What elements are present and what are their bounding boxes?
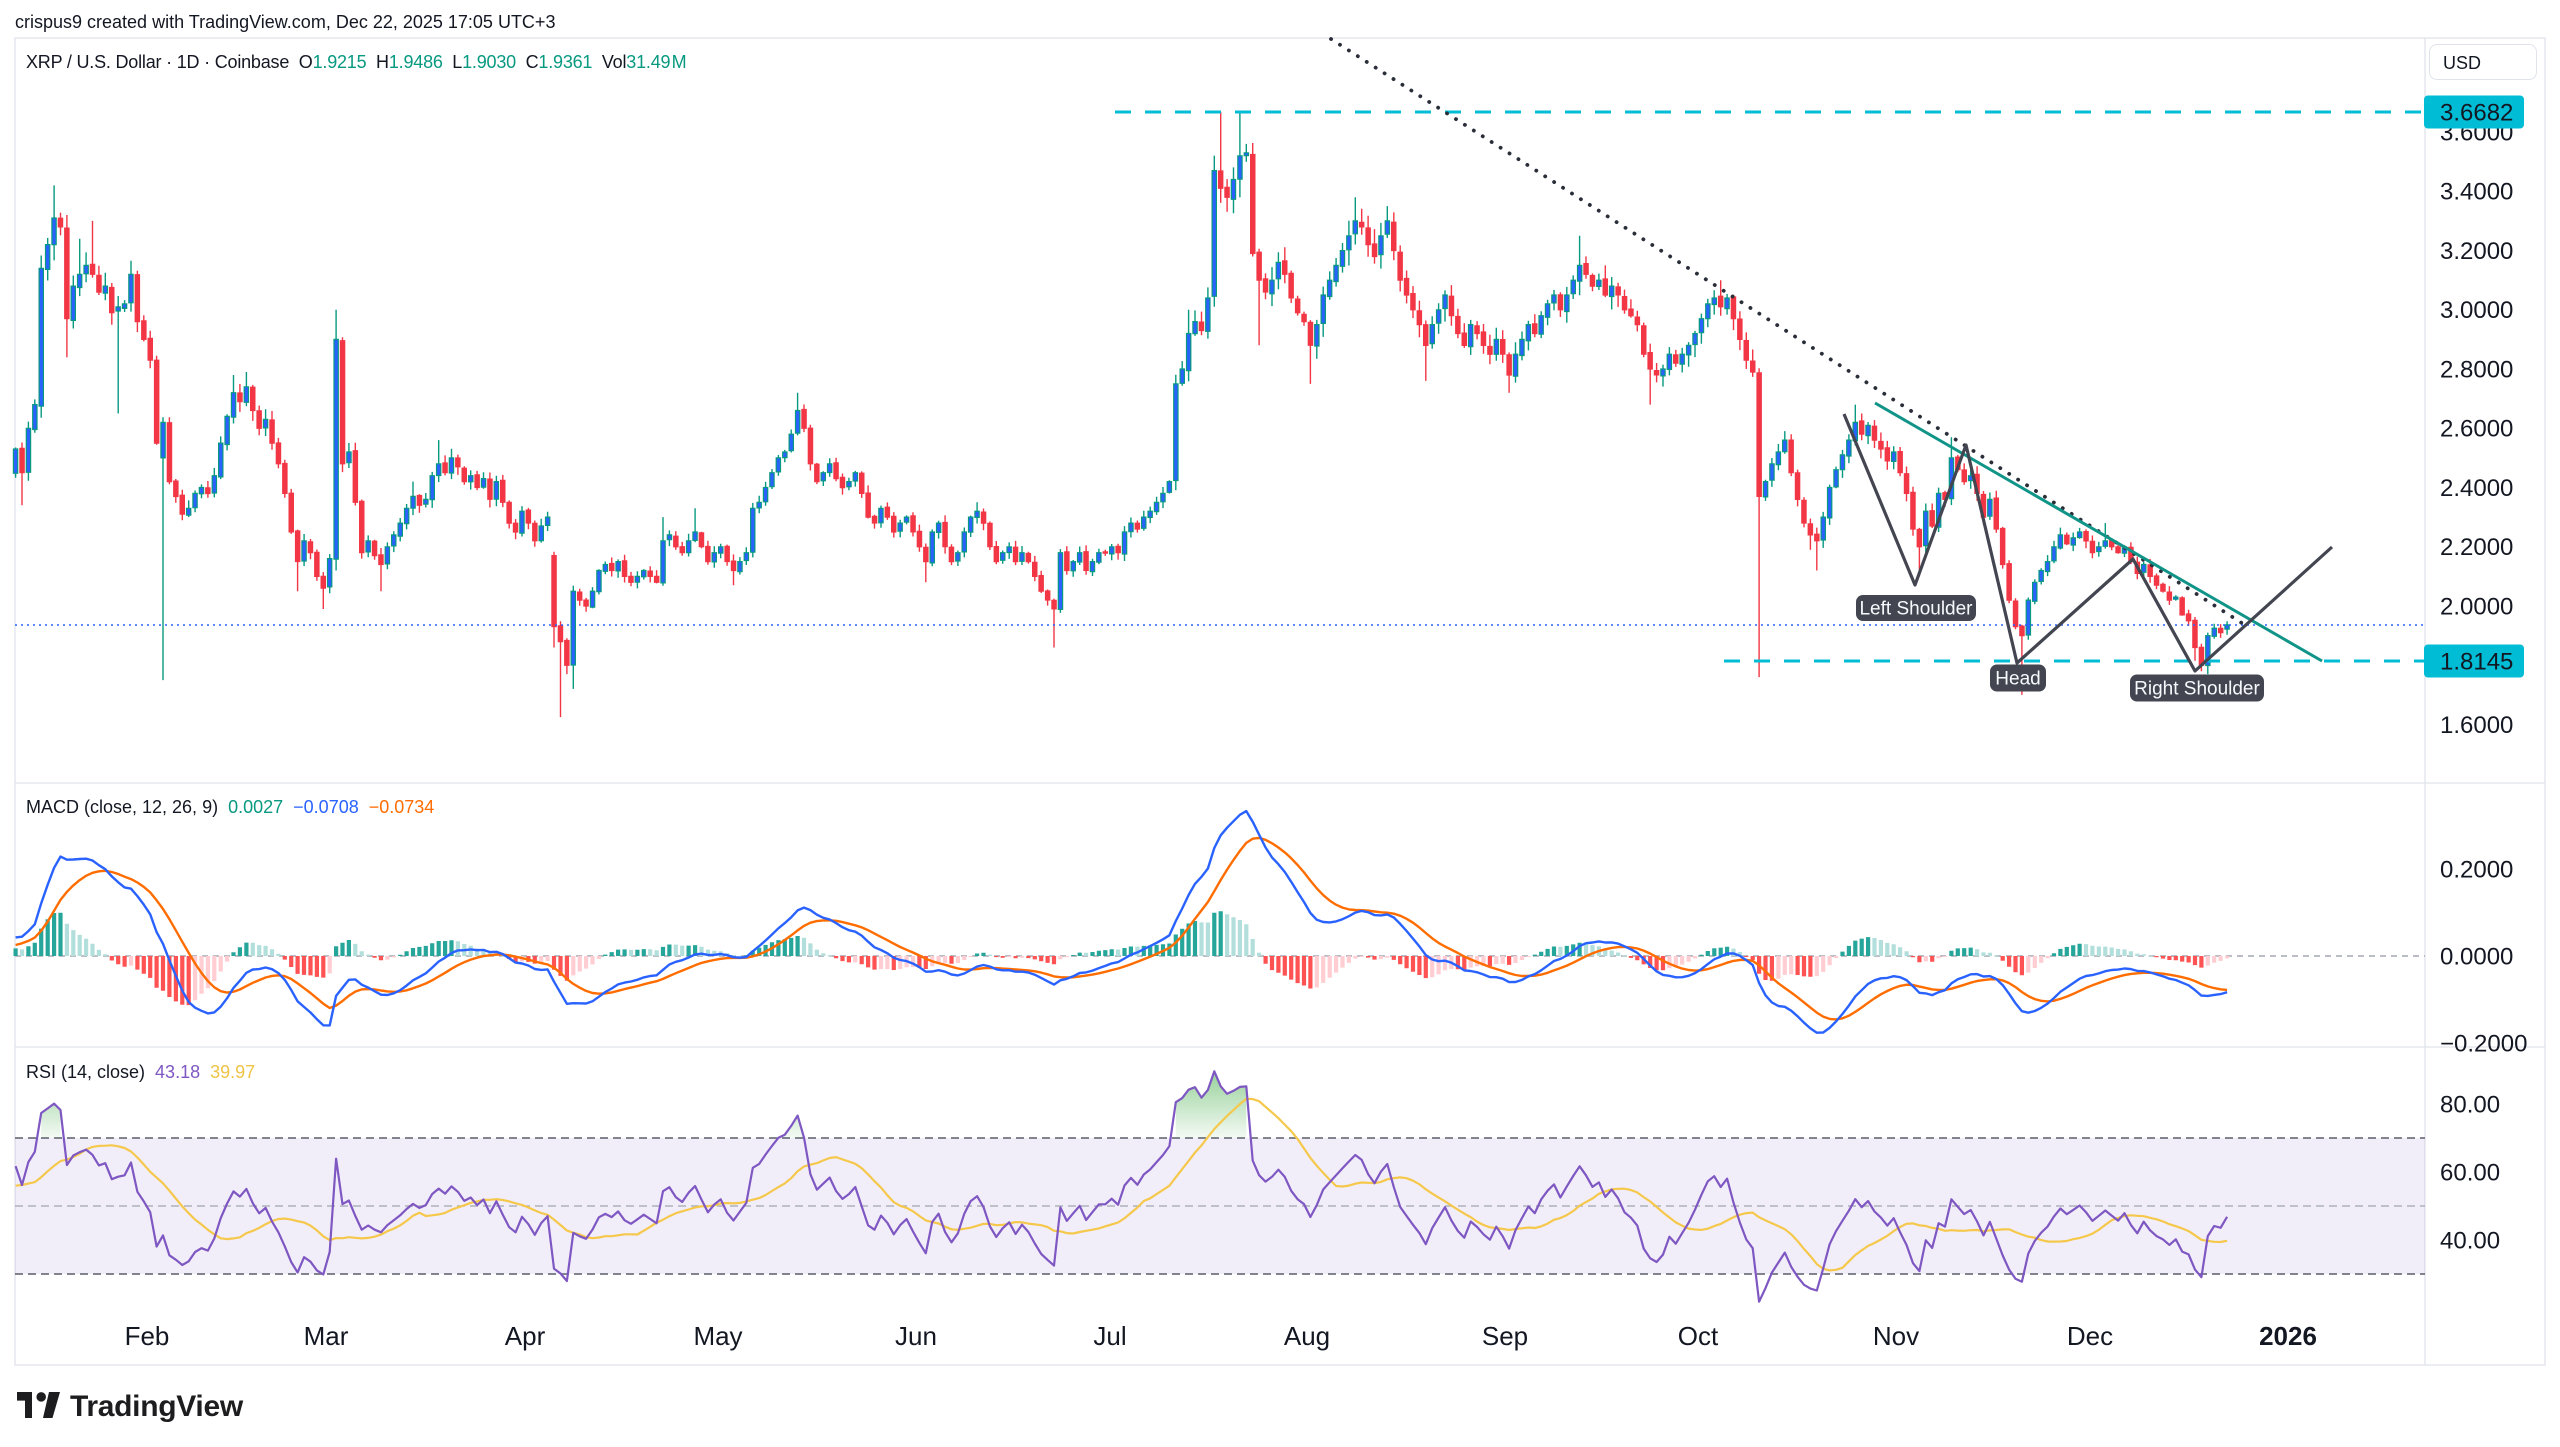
svg-text:Aug: Aug [1284, 1321, 1330, 1351]
svg-text:2026: 2026 [2259, 1321, 2317, 1351]
svg-text:3.6682: 3.6682 [2440, 99, 2513, 126]
svg-text:40.00: 40.00 [2440, 1227, 2500, 1254]
svg-text:Feb: Feb [125, 1321, 170, 1351]
svg-text:TradingView: TradingView [70, 1390, 244, 1423]
svg-text:May: May [693, 1321, 742, 1351]
svg-text:Oct: Oct [1678, 1321, 1719, 1351]
svg-text:Nov: Nov [1873, 1321, 1919, 1351]
svg-text:2.2000: 2.2000 [2440, 534, 2513, 561]
svg-text:0.0000: 0.0000 [2440, 943, 2513, 970]
svg-text:Jun: Jun [895, 1321, 937, 1351]
svg-text:Apr: Apr [505, 1321, 546, 1351]
svg-text:Left Shoulder: Left Shoulder [1859, 599, 1973, 620]
svg-text:Mar: Mar [304, 1321, 349, 1351]
svg-text:Sep: Sep [1482, 1321, 1528, 1351]
svg-text:0.2000: 0.2000 [2440, 856, 2513, 883]
svg-text:60.00: 60.00 [2440, 1159, 2500, 1186]
svg-text:2.8000: 2.8000 [2440, 356, 2513, 383]
svg-text:3.0000: 3.0000 [2440, 297, 2513, 324]
svg-text:Dec: Dec [2067, 1321, 2113, 1351]
svg-text:3.4000: 3.4000 [2440, 179, 2513, 206]
svg-text:1.6000: 1.6000 [2440, 712, 2513, 739]
svg-text:Right Shoulder: Right Shoulder [2134, 679, 2260, 700]
svg-text:2.4000: 2.4000 [2440, 475, 2513, 502]
svg-text:80.00: 80.00 [2440, 1091, 2500, 1118]
svg-text:−0.2000: −0.2000 [2440, 1030, 2527, 1057]
svg-text:Jul: Jul [1093, 1321, 1126, 1351]
svg-text:Head: Head [1995, 669, 2040, 690]
svg-text:2.0000: 2.0000 [2440, 593, 2513, 620]
svg-text:1.8145: 1.8145 [2440, 648, 2513, 675]
svg-text:3.2000: 3.2000 [2440, 238, 2513, 265]
svg-text:2.6000: 2.6000 [2440, 416, 2513, 443]
